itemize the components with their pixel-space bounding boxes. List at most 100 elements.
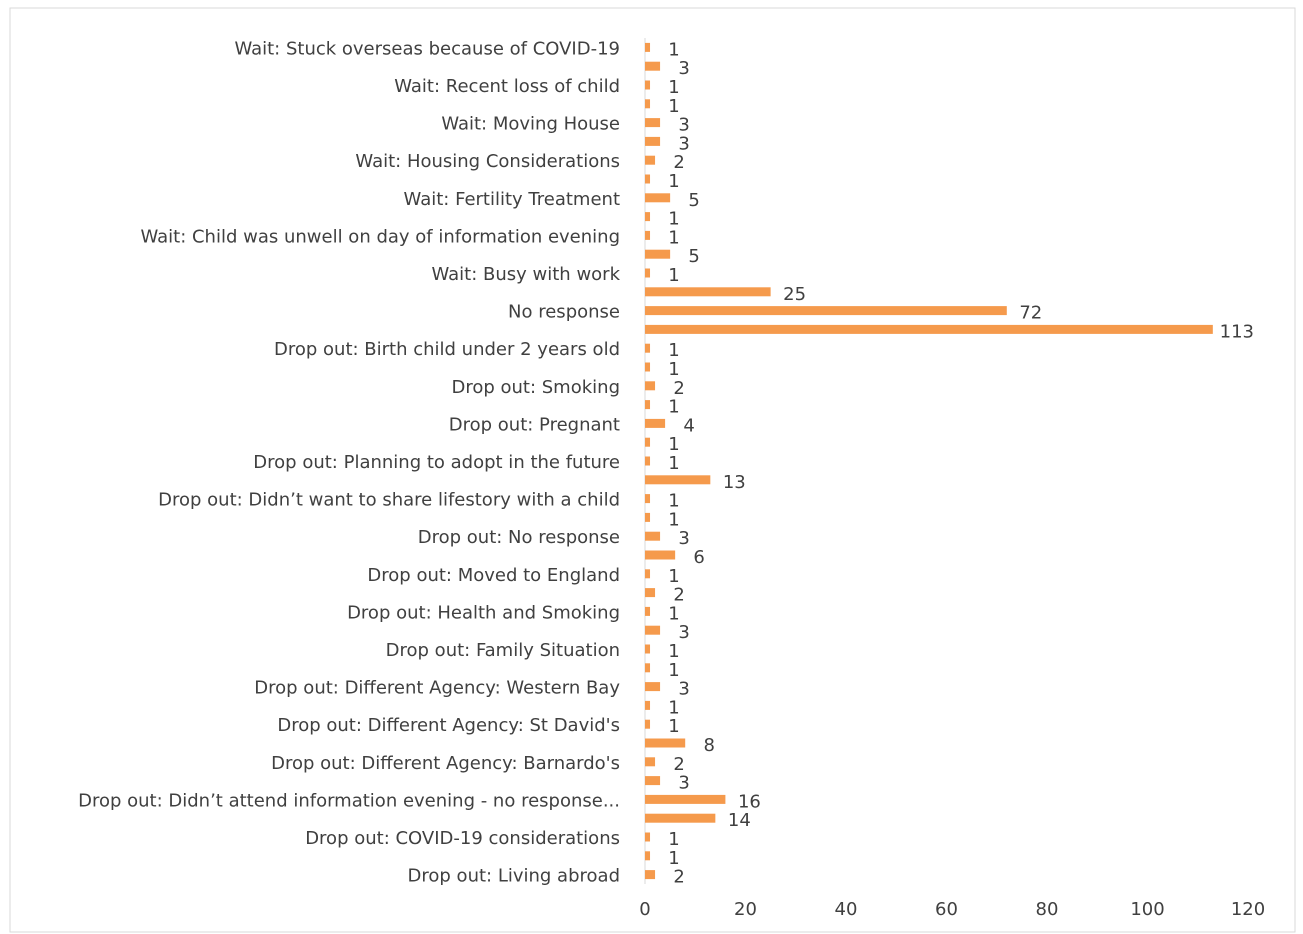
data-label: 1 [668,434,679,455]
x-tick-label: 0 [639,899,650,920]
y-tick-label: Wait: Stuck overseas because of COVID-19 [234,38,620,59]
y-tick-label: Drop out: Living abroad [408,866,620,887]
y-tick-label: Drop out: Moved to England [367,565,620,586]
bar [645,870,656,880]
y-tick-label: Drop out: Health and Smoking [347,602,620,623]
y-tick-label: Drop out: No response [418,527,620,548]
bar [645,418,666,428]
bar [645,606,651,616]
data-label: 6 [693,547,704,568]
x-tick-label: 80 [1036,899,1059,920]
bar [645,268,651,278]
y-tick-label: Wait: Child was unwell on day of informa… [140,226,620,247]
bar [645,531,661,541]
bar [645,155,656,165]
bar [645,99,651,109]
data-label: 2 [673,754,684,775]
bar [645,682,661,692]
data-label: 1 [668,829,679,850]
data-label: 1 [668,227,679,248]
data-label: 113 [1220,321,1254,342]
data-label: 5 [688,190,699,211]
data-label: 3 [678,679,689,700]
y-tick-label: No response [508,302,620,323]
y-tick-label: Drop out: Different Agency: St David's [277,715,620,736]
y-tick-label: Drop out: Pregnant [449,414,620,435]
y-tick-label: Drop out: Family Situation [386,640,620,661]
data-label: 1 [668,716,679,737]
x-tick-label: 20 [734,899,757,920]
data-label: 1 [668,359,679,380]
data-label: 1 [668,340,679,361]
bar [645,757,656,767]
data-label: 1 [668,397,679,418]
y-tick-label: Wait: Housing Considerations [355,151,620,172]
bar [645,249,671,259]
y-tick-label: Drop out: Smoking [451,377,620,398]
bar [645,306,1007,316]
y-tick-label: Drop out: Didn’t attend information even… [78,790,620,811]
data-label: 1 [668,603,679,624]
chart-border [9,7,1296,933]
y-tick-label: Drop out: Planning to adopt in the futur… [253,452,620,473]
bar [645,437,651,447]
data-label: 72 [1019,303,1042,324]
bar [645,61,661,71]
data-label: 1 [668,566,679,587]
data-label: 2 [673,152,684,173]
bar [645,794,726,804]
data-label: 1 [668,453,679,474]
data-label: 3 [678,133,689,154]
bar [645,644,651,654]
y-tick-label: Drop out: COVID-19 considerations [305,828,620,849]
bar [645,663,651,673]
bar [645,625,661,635]
bar [645,494,651,504]
data-label: 1 [668,697,679,718]
bar [645,343,651,353]
y-tick-label: Wait: Recent loss of child [394,76,620,97]
bar [645,776,661,786]
data-label: 1 [668,660,679,681]
data-label: 3 [678,773,689,794]
data-label: 1 [668,509,679,530]
bar [645,193,671,203]
data-label: 16 [738,791,761,812]
bar [645,362,651,372]
y-tick-label: Wait: Moving House [441,114,620,135]
bar [645,851,651,861]
bar [645,174,651,184]
data-label: 3 [678,58,689,79]
bar [645,381,656,391]
x-tick-label: 100 [1130,899,1164,920]
bar [645,512,651,522]
bar [645,400,651,410]
bar [645,569,651,579]
bar [645,230,651,240]
bar [645,588,656,598]
data-label: 1 [668,848,679,869]
x-tick-label: 40 [835,899,858,920]
data-label: 1 [668,265,679,286]
bar [645,136,661,146]
y-tick-label: Drop out: Different Agency: Barnardo's [271,753,620,774]
data-label: 2 [673,585,684,606]
y-tick-label: Drop out: Different Agency: Western Bay [254,678,620,699]
bar [645,456,651,466]
bar [645,324,1213,334]
bar [645,738,686,748]
bar [645,719,651,729]
x-tick-label: 60 [935,899,958,920]
data-label: 1 [668,96,679,117]
bar [645,832,651,842]
data-label: 14 [728,810,751,831]
y-tick-label: Wait: Busy with work [432,264,621,285]
bar [645,700,651,710]
x-tick-label: 120 [1231,899,1265,920]
data-label: 1 [668,39,679,60]
bar [645,475,711,485]
bar [645,813,716,823]
y-tick-label: Drop out: Didn’t want to share lifestory… [158,490,620,511]
data-label: 5 [688,246,699,267]
